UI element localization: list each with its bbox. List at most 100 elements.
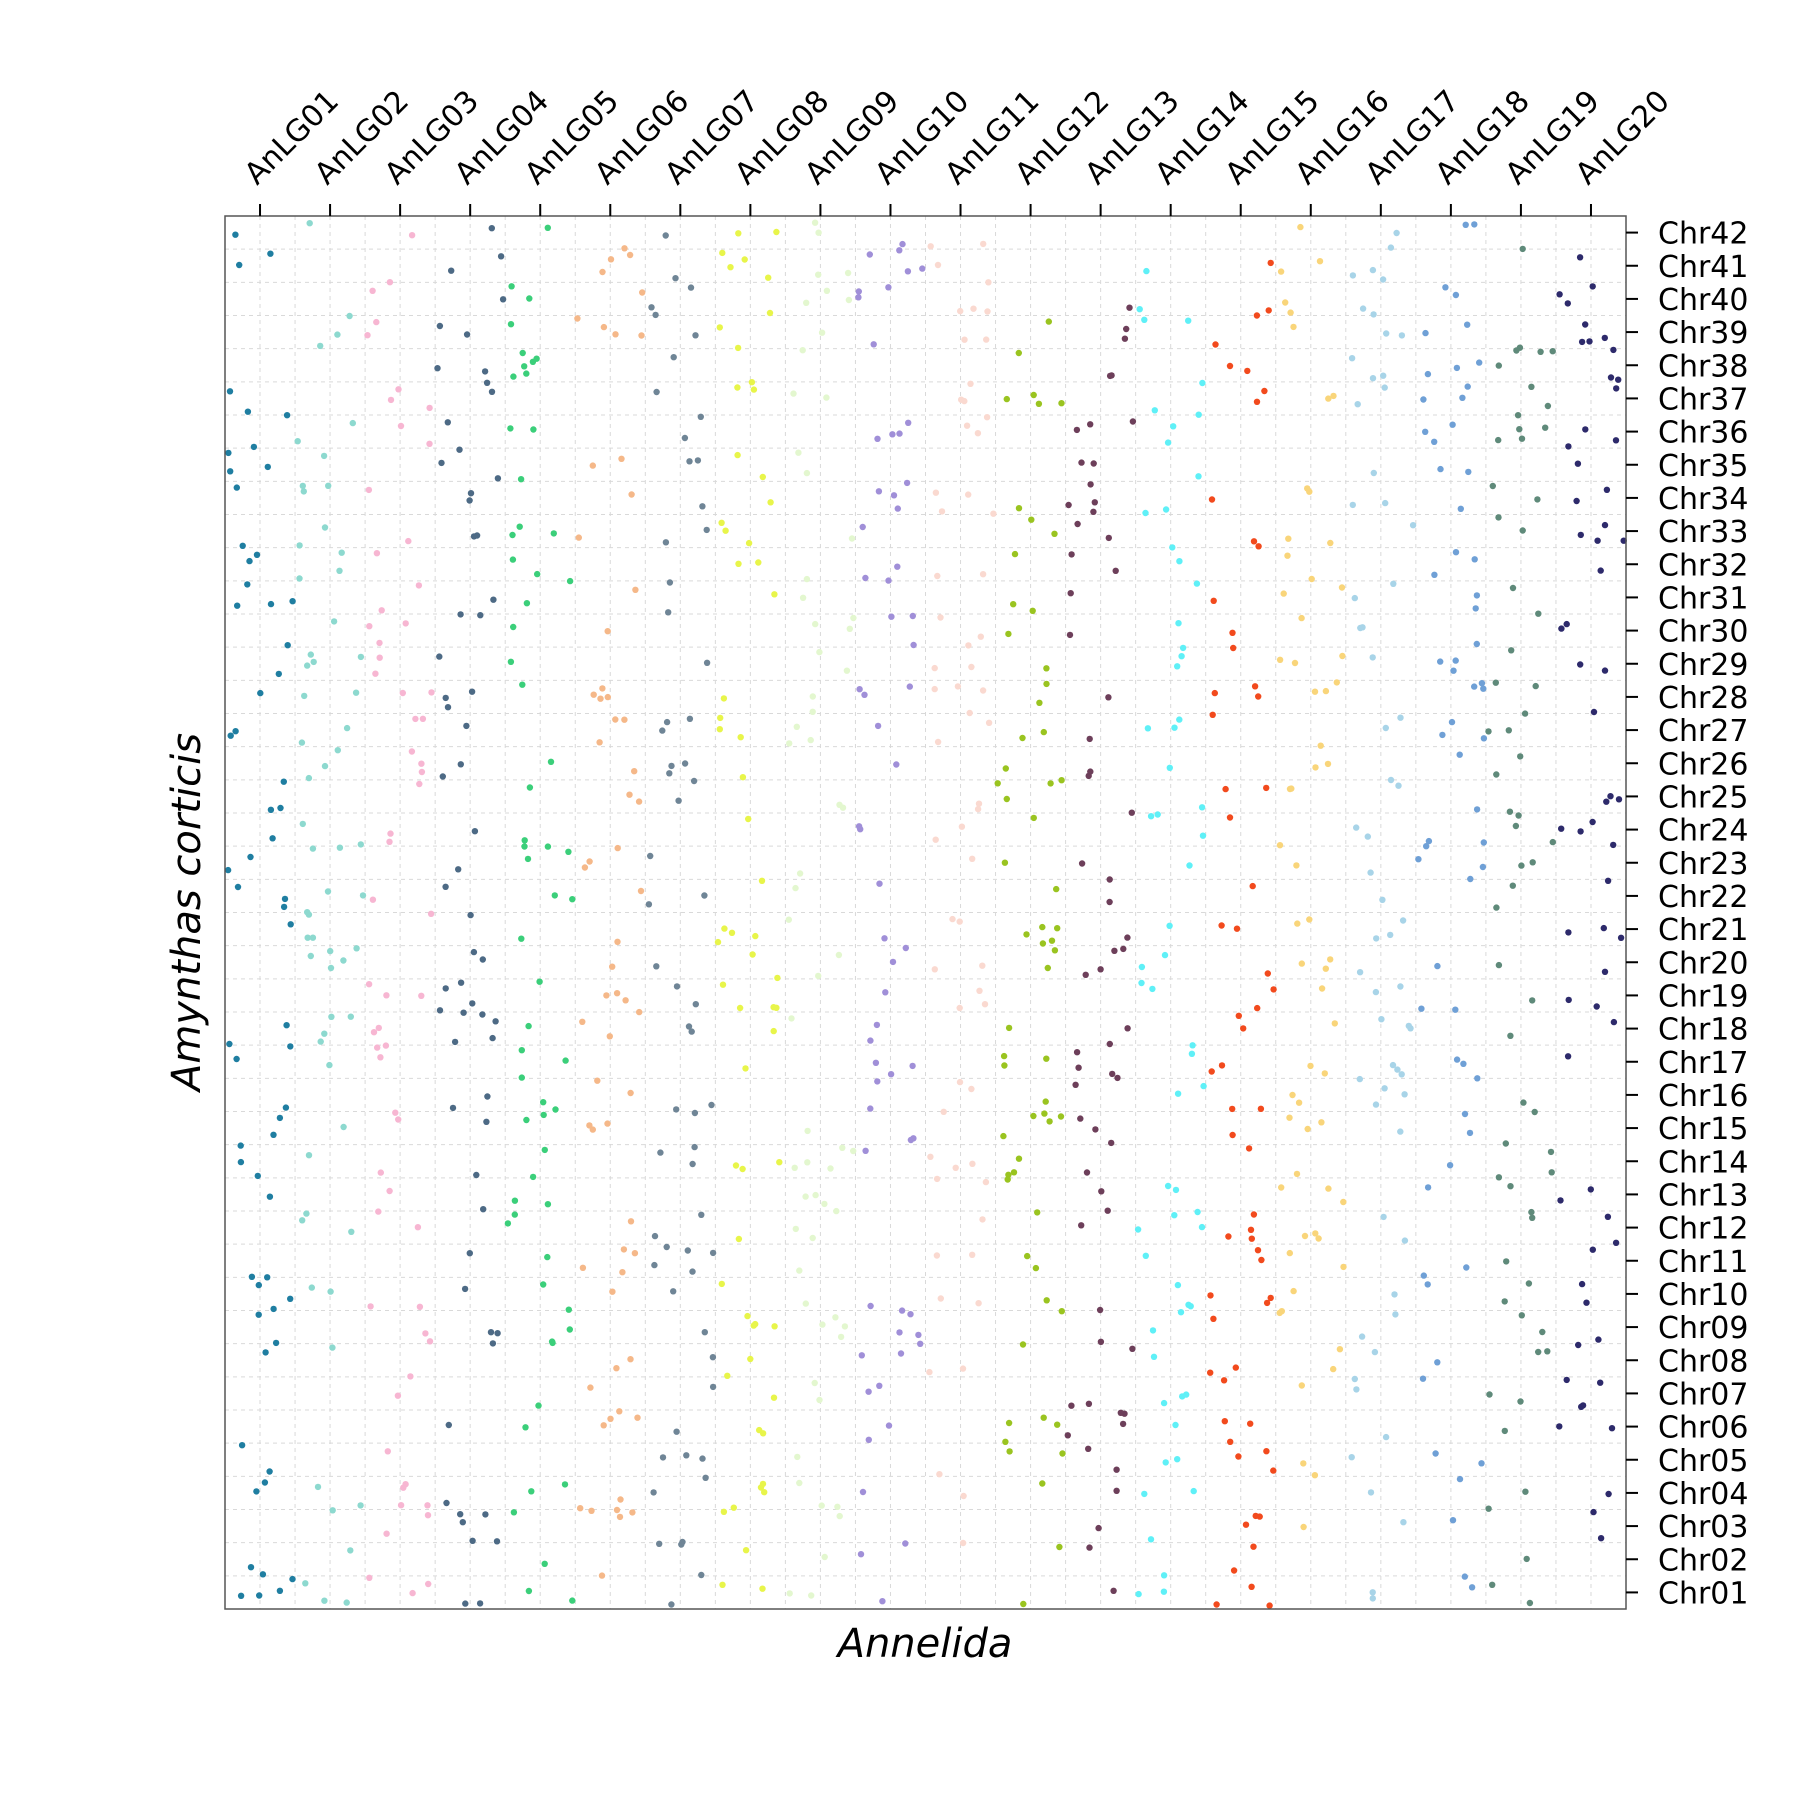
data-point (607, 1415, 614, 1423)
data-point (566, 577, 574, 585)
plot-frame (224, 215, 1627, 1610)
data-point (521, 837, 528, 844)
data-point (1503, 1258, 1510, 1265)
data-point (896, 247, 903, 254)
data-point (1423, 843, 1430, 850)
data-point (482, 1511, 489, 1518)
data-point (1240, 1025, 1247, 1032)
data-point (461, 1285, 469, 1293)
data-point (766, 309, 774, 317)
data-point (1276, 842, 1284, 849)
data-point (1164, 439, 1172, 446)
data-point (1457, 505, 1465, 512)
data-point (907, 1311, 914, 1318)
data-point (579, 1018, 586, 1025)
data-point (517, 476, 525, 483)
data-point (1387, 776, 1395, 784)
data-point (1043, 1297, 1050, 1304)
data-point (1397, 1128, 1404, 1135)
data-point (1293, 862, 1300, 869)
data-point (1351, 594, 1359, 602)
data-point (490, 596, 497, 603)
data-point (612, 331, 619, 338)
data-point (414, 1224, 422, 1231)
data-point (855, 288, 862, 295)
data-point (352, 689, 360, 696)
data-point (524, 855, 532, 863)
data-point (656, 1540, 663, 1548)
data-point (284, 642, 291, 649)
data-point (959, 1365, 967, 1372)
data-point (657, 1149, 664, 1156)
data-point (1255, 693, 1262, 700)
data-point (622, 997, 629, 1004)
data-point (1506, 808, 1514, 815)
data-point (1448, 718, 1456, 726)
data-point (1229, 1131, 1236, 1139)
data-point (870, 341, 877, 348)
data-point (373, 550, 381, 557)
data-point (1597, 567, 1604, 574)
data-point (521, 363, 528, 370)
data-point (1086, 735, 1093, 743)
data-point (1589, 818, 1596, 826)
data-point (675, 797, 682, 804)
data-point (530, 426, 537, 433)
data-point (607, 256, 615, 263)
data-point (1369, 654, 1376, 661)
data-point (683, 1452, 690, 1459)
data-point (1369, 1595, 1377, 1602)
data-point (637, 887, 645, 895)
data-point (932, 836, 939, 843)
data-point (1298, 614, 1305, 622)
data-point (1603, 486, 1611, 493)
data-point (714, 938, 722, 946)
data-point (526, 784, 534, 791)
data-point (1160, 1572, 1168, 1579)
data-point (412, 715, 419, 723)
data-point (253, 551, 261, 558)
data-point (463, 331, 471, 338)
data-point (815, 229, 822, 236)
data-point (981, 1001, 989, 1008)
data-point (1453, 364, 1461, 372)
data-point (1002, 1438, 1009, 1446)
data-point (424, 1512, 432, 1519)
data-point (357, 653, 365, 661)
data-point (457, 979, 465, 986)
y-tick-label: Chr25 (1658, 780, 1748, 815)
data-point (1576, 254, 1584, 261)
data-point (689, 1268, 696, 1275)
data-point (1495, 1174, 1503, 1181)
data-point (887, 1071, 895, 1078)
data-point (604, 628, 611, 635)
data-point (544, 843, 552, 850)
data-point (442, 985, 449, 992)
data-point (717, 714, 724, 722)
data-point (294, 438, 301, 445)
data-point (857, 826, 864, 833)
y-tick-label: Chr22 (1658, 880, 1748, 915)
data-point (1456, 751, 1463, 758)
data-point (894, 563, 901, 570)
data-point (1348, 1454, 1355, 1461)
data-point (1301, 1232, 1309, 1240)
data-point (1005, 1419, 1013, 1427)
data-point (1019, 734, 1026, 742)
data-point (1019, 1341, 1027, 1348)
data-point (902, 1540, 909, 1547)
data-point (1073, 1049, 1081, 1056)
data-point (627, 1089, 634, 1097)
data-point (1176, 558, 1183, 565)
data-point (519, 349, 526, 357)
data-point (521, 843, 528, 850)
data-point (1030, 391, 1037, 399)
data-point (444, 704, 452, 711)
data-point (386, 279, 394, 286)
data-point (1295, 1099, 1303, 1106)
data-point (533, 355, 540, 362)
data-point (1141, 316, 1148, 323)
data-point (1549, 838, 1557, 846)
data-point (1529, 1214, 1536, 1222)
data-point (1249, 882, 1256, 890)
